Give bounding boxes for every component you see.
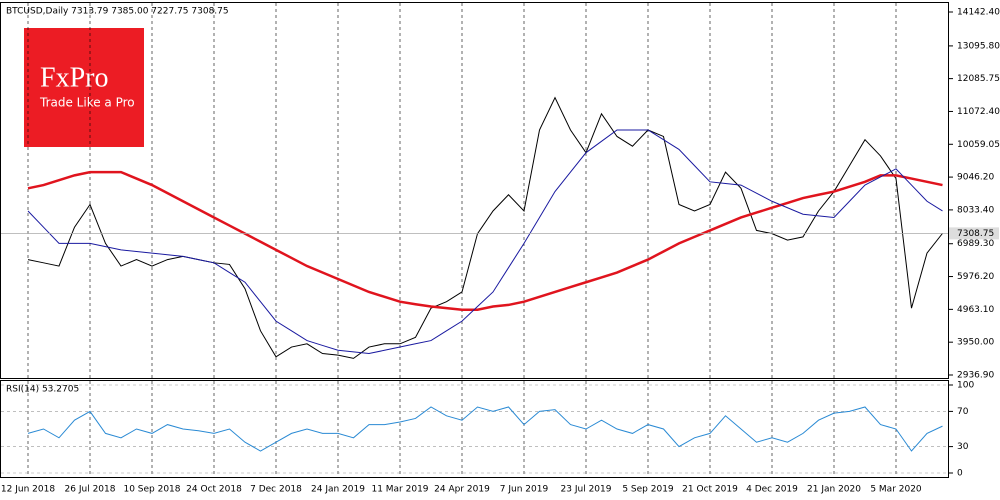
x-tick-label: 7 Jun 2019 [500, 485, 549, 495]
x-tick-label: 21 Jan 2020 [807, 485, 861, 495]
y-tick-label: 8033.40 [957, 205, 994, 215]
y-tick-label: 4963.10 [957, 305, 994, 315]
y-tick-label: 6989.30 [957, 239, 994, 249]
moving-average [27, 170, 943, 312]
rsi-title: RSI(14) 53.2705 [6, 385, 79, 395]
x-tick-label: 24 Oct 2018 [186, 485, 242, 495]
rsi-tick-label: 30 [957, 442, 969, 452]
price-panel [0, 2, 949, 379]
x-tick-label: 21 Oct 2019 [682, 485, 738, 495]
rsi-tick-label: 100 [957, 381, 974, 391]
y-tick-label: 5976.20 [957, 272, 994, 282]
x-tick-label: 5 Sep 2019 [622, 485, 674, 495]
x-tick-label: 4 Dec 2019 [746, 485, 798, 495]
y-tick-label: 3950.00 [957, 338, 994, 348]
x-tick-label: 24 Jan 2019 [311, 485, 365, 495]
x-tick-label: 26 Jul 2018 [65, 485, 116, 495]
rsi-line [27, 406, 943, 452]
y-tick-label: 12085.75 [957, 74, 1000, 84]
x-tick-label: 10 Sep 2018 [123, 485, 180, 495]
logo-box [24, 28, 144, 147]
x-tick-label: 5 Mar 2020 [870, 485, 922, 495]
logo-brand: FxPro [40, 62, 108, 93]
x-tick-label: 23 Jul 2019 [561, 485, 612, 495]
y-tick-label: 11072.40 [957, 107, 1000, 117]
moving-average [27, 129, 943, 355]
last-price-label: 7308.75 [957, 229, 994, 239]
y-tick-label: 9046.20 [957, 173, 994, 183]
x-tick-label: 12 Jun 2018 [1, 485, 55, 495]
logo-tagline: Trade Like a Pro [39, 96, 135, 110]
last-price-tag [949, 227, 999, 240]
y-tick-label: 10059.05 [957, 140, 1000, 150]
rsi-tick-label: 0 [957, 469, 963, 479]
rsi-tick-label: 70 [957, 407, 969, 417]
y-tick-label: 14142.40 [957, 8, 1000, 18]
y-tick-label: 2936.90 [957, 371, 994, 381]
price-line [27, 96, 943, 359]
x-tick-label: 11 Mar 2019 [371, 485, 428, 495]
y-tick-label: 13095.80 [957, 41, 1000, 51]
x-tick-label: 24 Apr 2019 [434, 485, 490, 495]
rsi-panel [0, 380, 949, 478]
chart-title: BTCUSD,Daily 7313.79 7385.00 7227.75 730… [6, 7, 229, 17]
x-tick-label: 7 Dec 2018 [250, 485, 302, 495]
